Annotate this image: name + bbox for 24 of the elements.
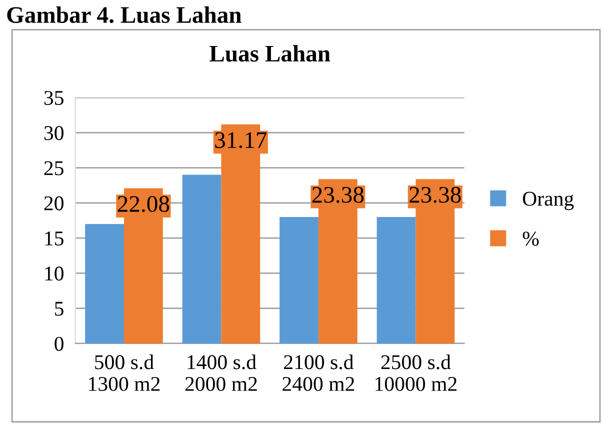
y-tick-label: 0 <box>54 336 64 351</box>
bar <box>85 224 124 344</box>
bar <box>376 216 416 344</box>
y-tick-label: 5 <box>55 302 64 316</box>
x-tick-label: 500 s.d 1300 m2 <box>89 354 160 391</box>
x-tick-label: 1400 s.d 2000 m2 <box>185 354 257 391</box>
data-label: 23.38 <box>312 186 364 203</box>
chart-title: Luas Lahan <box>210 45 330 62</box>
data-label: 23.38 <box>410 186 461 203</box>
y-tick-label: 15 <box>45 232 64 246</box>
y-tick-label: 30 <box>44 126 64 140</box>
x-tick-label: 2500 s.d 10000 m2 <box>376 354 456 391</box>
y-tick-label: 10 <box>45 266 64 281</box>
text: Gambar 4. Luas Lahan <box>7 6 242 24</box>
y-tick-label: 20 <box>44 196 64 210</box>
bar <box>280 216 318 344</box>
x-tick-label: 2100 s.d 2400 m2 <box>282 354 354 391</box>
data-label: 31.17 <box>215 132 267 148</box>
y-tick-label: 35 <box>44 90 64 105</box>
data-label: 22.08 <box>118 196 170 212</box>
legend-label: % <box>522 232 539 246</box>
legend-label: Orang <box>522 192 574 210</box>
bar <box>182 174 222 344</box>
y-tick-label: 25 <box>44 161 64 176</box>
